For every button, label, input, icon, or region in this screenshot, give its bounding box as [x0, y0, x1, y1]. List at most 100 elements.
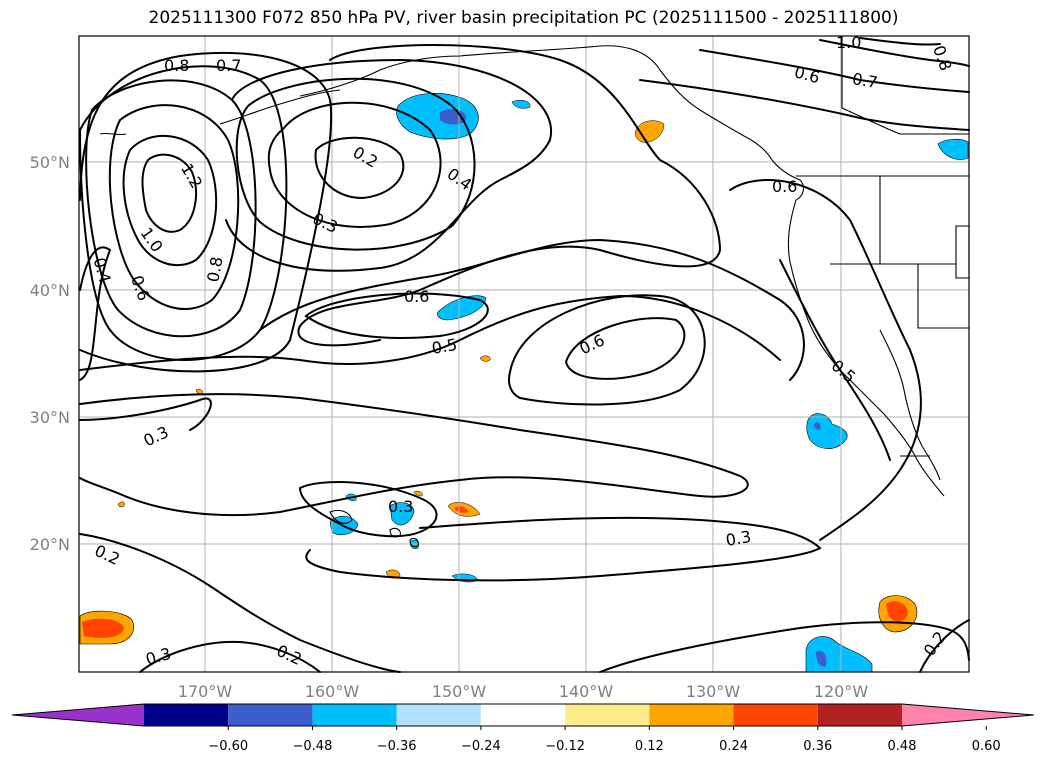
- coast-bc: [771, 159, 805, 201]
- contour-coast: [729, 179, 922, 541]
- state-border-4: [955, 225, 970, 279]
- colorbar-segment: [817, 704, 902, 726]
- colorbar: −0.60 −0.48 −0.36 −0.24 −0.12 0.12 0.24 0.36 0.4…: [11, 703, 1035, 754]
- contour-label: 0.3: [724, 527, 752, 550]
- lat-label-20n: 20°N: [30, 535, 70, 554]
- contour-0p3-hawaii: [298, 481, 438, 538]
- colorbar-tick-label: −0.36: [377, 739, 417, 754]
- lat-label-50n: 50°N: [30, 153, 70, 172]
- precip-pos-small3: [195, 388, 203, 395]
- contour-0p2-south: [79, 533, 401, 673]
- contour-0p3-n: [267, 101, 442, 228]
- precip-neg-small-n: [511, 99, 531, 109]
- colorbar-segment: [480, 704, 566, 726]
- map-title: 2025111300 F072 850 hPa PV, river basin …: [148, 8, 899, 28]
- contour-0p3-sw: [79, 397, 212, 431]
- contour-0p2-se: [599, 621, 970, 673]
- lon-label-150w: 150°W: [432, 682, 487, 701]
- precip-pos-mex-core: [886, 601, 908, 622]
- pv-contours: [78, 37, 970, 673]
- precip-pos-small2: [479, 355, 491, 362]
- lon-label-160w: 160°W: [305, 682, 360, 701]
- contour-0p6-mid: [304, 292, 489, 339]
- coast-hawaii-2: [389, 527, 401, 538]
- contour-0p6-ne: [639, 79, 970, 131]
- coast-hawaii-1: [329, 509, 353, 524]
- colorbar-outline: [11, 703, 1035, 727]
- colorbar-segment: [396, 704, 481, 726]
- precip-neg-hawaii2: [389, 502, 415, 526]
- contour-0p6-e: [564, 317, 686, 380]
- colorbar-tick-label: −0.24: [461, 739, 501, 754]
- precip-shading: [79, 93, 969, 673]
- contour-label: 0.7: [216, 56, 241, 75]
- coast-hawaii-3: [409, 537, 419, 548]
- contour-0p4-band: [79, 294, 781, 371]
- contour-label: 0.6: [576, 330, 607, 358]
- contour-0p3-south: [305, 516, 822, 582]
- precip-pos-small5: [413, 490, 423, 497]
- contour-label: 0.8: [929, 43, 956, 73]
- contour-0p5-band: [259, 238, 805, 381]
- lon-label-170w: 170°W: [178, 682, 233, 701]
- contour-label: 0.2: [920, 628, 950, 660]
- contour-label: 0.3: [388, 497, 413, 516]
- lat-axis-labels: 50°N 40°N 30°N 20°N: [30, 153, 70, 554]
- colorbar-segment: [228, 704, 313, 726]
- contour-0p3-long: [79, 393, 749, 517]
- contour-1p0: [122, 134, 218, 267]
- lat-label-40n: 40°N: [30, 281, 70, 300]
- colorbar-tick-label: 0.12: [635, 739, 664, 754]
- contour-label: 1.0: [836, 33, 861, 52]
- lat-label-30n: 30°N: [30, 408, 70, 427]
- contour-0p7-w: [85, 79, 257, 338]
- colorbar-segment: [312, 704, 397, 726]
- colorbar-extend-low: [12, 704, 144, 726]
- colorbar-segment: [649, 704, 734, 726]
- precip-pos-small4: [117, 501, 125, 508]
- contour-label: 0.8: [164, 56, 189, 75]
- colorbar-tick-label: −0.60: [208, 739, 248, 754]
- contour-0p8-w: [108, 104, 240, 310]
- contour-label: 0.3: [144, 644, 174, 669]
- contour-0p4-n: [235, 77, 476, 251]
- lon-label-140w: 140°W: [559, 682, 614, 701]
- coast-westcoast: [787, 199, 945, 497]
- contour-label: 0.3: [140, 422, 171, 450]
- contour-0p6-band: [297, 44, 722, 347]
- coast-aleutians: [219, 89, 341, 125]
- colorbar-tick-label: 0.36: [803, 739, 832, 754]
- contour-0p6-w: [78, 65, 288, 361]
- contour-0p3-bottom: [139, 640, 321, 673]
- colorbar-extend-high: [902, 704, 1034, 726]
- contour-0p5-n: [225, 58, 553, 272]
- colorbar-segment: [144, 704, 229, 726]
- colorbar-tick-label: 0.48: [888, 739, 917, 754]
- colorbar-tick-label: 0.60: [972, 739, 1001, 754]
- contour-label: 0.6: [404, 287, 429, 306]
- contour-label: 0.6: [772, 177, 797, 196]
- colorbar-segment: [733, 704, 818, 726]
- contour-label: 0.5: [430, 335, 458, 358]
- coast-alaska: [299, 45, 773, 161]
- contour-label: 0.2: [350, 142, 382, 171]
- contour-1p2: [141, 153, 197, 233]
- contour-label: 0.7: [851, 69, 879, 92]
- graticule: [79, 36, 969, 672]
- contour-se-corner: [919, 619, 970, 673]
- precip-neg-se-core: [816, 650, 827, 667]
- lon-label-120w: 120°W: [814, 682, 869, 701]
- contour-0p5-w: [79, 51, 332, 373]
- contour-0p8-ne: [819, 39, 970, 67]
- contour-0p5-e: [508, 294, 706, 406]
- contour-0p2-n: [314, 136, 405, 200]
- lon-axis-labels: 170°W 160°W 150°W 140°W 130°W 120°W: [178, 682, 869, 701]
- coastlines: [99, 36, 970, 548]
- contour-label: 0.6: [792, 62, 822, 87]
- precip-pos-sw-core: [82, 618, 124, 638]
- colorbar-segment: [565, 704, 650, 726]
- contour-label: 1.2: [177, 160, 206, 192]
- contour-label: 0.2: [274, 641, 305, 669]
- contour-label: 0.6: [127, 273, 154, 303]
